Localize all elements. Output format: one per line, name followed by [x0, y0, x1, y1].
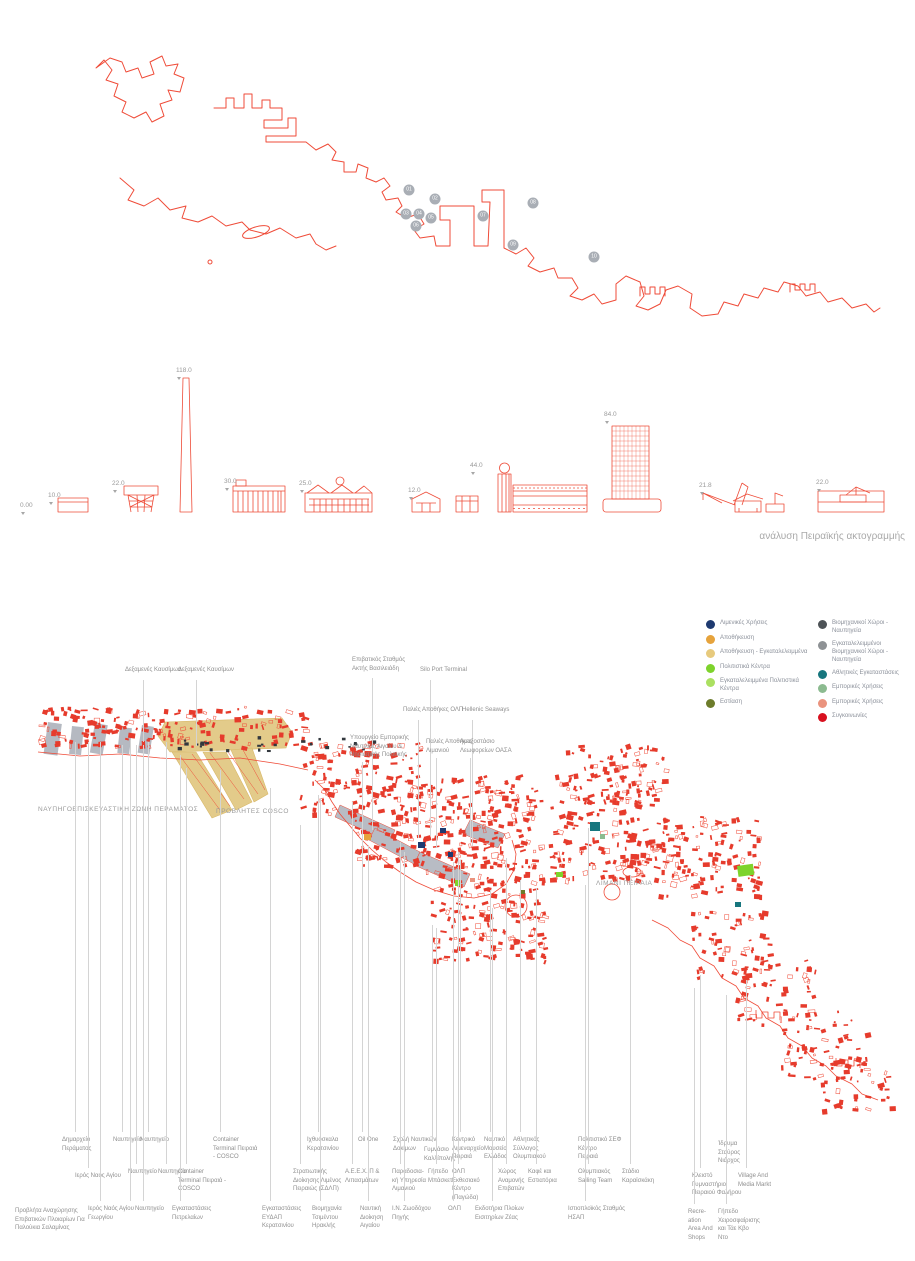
building-palace — [304, 476, 373, 513]
building-fabric — [38, 705, 896, 1115]
legend-item: Λιμενικές Χρήσεις — [706, 620, 810, 629]
cosco-pier-hatch — [179, 749, 266, 811]
building-water-tower — [123, 485, 159, 513]
legend-label: Συγκοινωνίες — [832, 713, 868, 720]
legend-color-dot — [706, 649, 715, 658]
legend-color-dot — [818, 669, 827, 679]
legend-item: Αποθήκευση — [706, 634, 810, 644]
legend-label: Εγκαταλελειμμένοι Βιομηχανικοί Χώροι - Ν… — [832, 641, 888, 663]
legend-column-left: Λιμενικές Χρήσεις Αποθήκευση Αποθήκευση … — [706, 620, 810, 728]
legend-item: Αποθήκευση - Εγκαταλελειμμένα — [706, 649, 810, 658]
port-use-patch — [448, 852, 453, 857]
legend-color-dot — [706, 620, 715, 629]
dock-cranes — [177, 736, 377, 753]
legend-label: Αποθήκευση — [720, 634, 755, 641]
legend-item: Βιομηχανικοί Χώροι - Ναυπηγεία — [818, 620, 914, 636]
legend-item: Εμπορικές Χρήσεις — [818, 698, 914, 708]
legend-label: Βιομηχανικοί Χώροι - Ναυπηγεία — [832, 620, 888, 634]
coastline-outline-map: 01 02 03 04 05 06 07 08 09 10 — [0, 0, 915, 355]
legend-label: Εγκαταλελειμμένα Πολιτιστικά Κέντρα — [720, 678, 799, 692]
port-use-patch — [418, 842, 425, 848]
cosco-piers — [157, 717, 293, 819]
cultural-patch — [556, 872, 563, 877]
islet-large — [242, 225, 270, 239]
storage-patch — [364, 834, 371, 840]
cultural-patch — [455, 880, 461, 886]
legend-color-dot — [706, 663, 715, 673]
legend-item: Αθλητικές Εγκαταστάσεις — [818, 669, 914, 679]
legend-color-dot — [706, 634, 715, 644]
legend: Λιμενικές Χρήσεις Αποθήκευση Αποθήκευση … — [706, 620, 914, 728]
legend-item: Συγκοινωνίες — [818, 713, 914, 723]
building-small-house — [411, 491, 441, 513]
mikrolimano-outline — [603, 883, 621, 901]
commercial-patch — [470, 878, 475, 882]
coastline-main — [315, 143, 881, 317]
legend-color-dot — [818, 641, 827, 651]
coastline-elevation-section: 0.00 10.0 22.0 118.0 30.0 25.0 — [0, 355, 915, 590]
coastline-strait — [119, 177, 337, 251]
port-use-patch — [440, 828, 446, 833]
coastline-harbor-piers — [213, 93, 317, 151]
legend-label: Αθλητικές Εγκαταστάσεις — [832, 669, 899, 676]
elevation-drawing — [57, 377, 885, 513]
legend-item: Πολιτιστικά Κέντρα — [706, 663, 810, 673]
legend-label: Πολιτιστικά Κέντρα — [720, 663, 770, 670]
ship-loader-structure — [817, 486, 885, 513]
coastline-tail-comb — [639, 283, 816, 297]
legend-label: Αποθήκευση - Εγκαταλελειμμένα — [720, 649, 808, 655]
sports-patch — [590, 822, 600, 831]
coastline-nw-island — [95, 55, 185, 123]
building-warehouse — [57, 497, 89, 513]
sports-patch — [735, 902, 741, 907]
legend-item: Εμπορικές Χρήσεις — [818, 684, 914, 694]
building-silo-clocktower — [455, 462, 588, 513]
section-caption: ανάλυση Πειραϊκής ακτογραμμής — [759, 531, 905, 542]
perama-gray-piers — [43, 722, 154, 756]
legend-label: Εμπορικές Χρήσεις — [832, 698, 884, 705]
building-industrial-hall — [232, 479, 286, 513]
legend-color-dot — [706, 699, 715, 709]
legend-color-dot — [818, 684, 827, 694]
landuse-map-drawing — [37, 705, 896, 1115]
legend-color-dot — [818, 713, 827, 723]
port-crane-structure — [702, 482, 785, 513]
port-basin-outline — [314, 779, 517, 899]
building-piraeus-tower — [602, 425, 662, 513]
building-chimney — [179, 377, 193, 513]
legend-color-dot — [818, 620, 827, 629]
legend-color-dot — [818, 698, 827, 708]
legend-item: Εστίαση — [706, 699, 810, 709]
legend-color-dot — [706, 678, 715, 687]
village-green-patch — [737, 863, 755, 877]
legend-label: Εστίαση — [720, 699, 742, 706]
coastline-drawing — [95, 55, 881, 317]
legend-item: Εγκαταλελειμμένα Πολιτιστικά Κέντρα — [706, 678, 810, 694]
dining-patch — [520, 890, 525, 894]
legend-label: Λιμενικές Χρήσεις — [720, 620, 768, 626]
legend-item: Εγκαταλελειμμένοι Βιομηχανικοί Χώροι - Ν… — [818, 641, 914, 664]
karaiskaki-stadium-outline — [622, 866, 642, 878]
legend-label: Εμπορικές Χρήσεις — [832, 684, 884, 691]
landuse-map-section: Λιμενικές Χρήσεις Αποθήκευση Αποθήκευση … — [0, 590, 915, 1261]
legend-column-right: Βιομηχανικοί Χώροι - Ναυπηγεία Εγκαταλελ… — [818, 620, 914, 728]
islet-small — [207, 259, 213, 265]
commercial-patch — [600, 834, 605, 839]
